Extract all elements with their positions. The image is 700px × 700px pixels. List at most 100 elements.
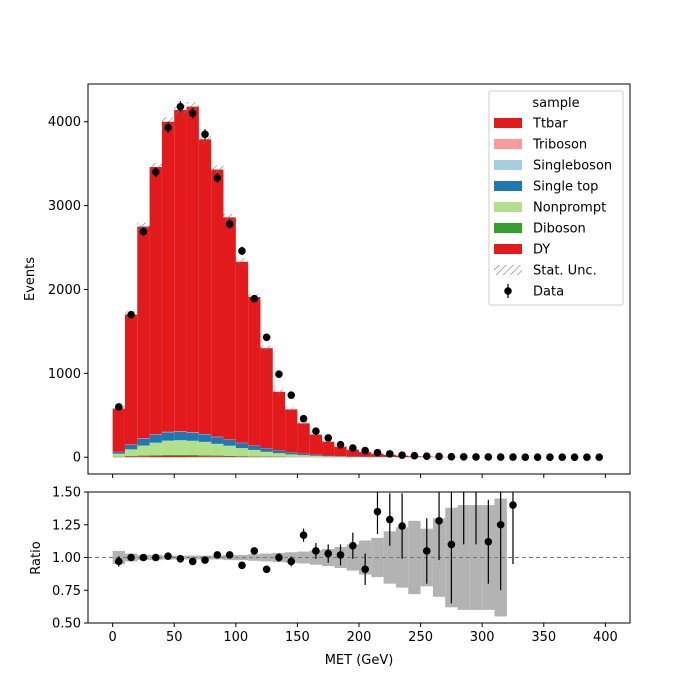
data-point — [312, 427, 320, 436]
bar-single-top — [223, 439, 236, 446]
legend-data-marker — [504, 287, 512, 295]
bar-dy — [198, 456, 212, 458]
data-point — [496, 453, 505, 461]
data-point — [139, 227, 148, 236]
bar-ttbar — [334, 446, 347, 457]
ratio-point — [287, 557, 296, 566]
data-point — [521, 453, 530, 461]
ratio-y-axis-label: Ratio — [29, 541, 44, 574]
bar-single-top — [297, 453, 310, 456]
ratio-y-tick-label: 1.50 — [52, 486, 81, 501]
x-tick-label: 200 — [347, 630, 372, 645]
ratio-point — [385, 515, 394, 524]
data-point — [299, 414, 308, 423]
bar-nonprompt — [260, 451, 273, 457]
bar-ttbar — [235, 261, 249, 443]
main-x-axis-ticks — [112, 474, 606, 478]
legend: sample Ttbar Triboson Singleboson Single to… — [488, 90, 624, 306]
data-point — [472, 453, 480, 461]
data-point — [361, 446, 369, 455]
bar-dy — [161, 455, 175, 458]
ratio-point — [509, 501, 517, 509]
ratio-point — [225, 551, 234, 559]
stat-unc-bin — [260, 345, 273, 351]
data-point — [484, 453, 493, 461]
bar-ttbar — [285, 409, 298, 453]
data-point — [336, 440, 345, 449]
bar-single-top — [149, 434, 162, 443]
bar-single-top — [248, 445, 261, 450]
bar-ttbar — [359, 452, 372, 457]
legend-swatch-nonprompt — [494, 202, 522, 212]
bar-single-top — [112, 452, 125, 454]
bar-diboson — [248, 456, 261, 457]
legend-label-dy: DY — [533, 243, 550, 258]
ratio-point — [139, 553, 148, 562]
bar-diboson — [149, 455, 162, 457]
data-point — [546, 453, 554, 461]
bar-single-top — [161, 432, 175, 441]
ratio-band-bin — [297, 551, 310, 564]
ratio-point — [114, 557, 123, 566]
bar-single-top — [174, 431, 187, 441]
ratio-point — [373, 507, 382, 516]
ratio-point — [484, 537, 493, 546]
ratio-point — [349, 541, 357, 550]
legend-label-single-top: Single top — [533, 180, 598, 195]
stat-unc-bin — [223, 213, 236, 222]
ratio-point — [336, 551, 345, 559]
ratio-x-axis-ticks: 0 50 100 150 200 250 300 350 400 — [108, 623, 618, 645]
data-point — [151, 168, 160, 176]
data-point — [435, 452, 443, 461]
bar-ttbar — [137, 226, 150, 439]
ratio-point — [164, 552, 172, 560]
legend-entries: Ttbar Triboson Singleboson Single top Nonpro… — [494, 117, 612, 300]
bar-ttbar — [272, 391, 286, 451]
bar-nonprompt — [137, 445, 150, 456]
legend-title: sample — [532, 96, 579, 111]
data-point — [583, 453, 591, 462]
bar-nonprompt — [174, 440, 187, 455]
stat-unc-bin — [137, 222, 150, 231]
stacked-bars — [112, 106, 507, 458]
ratio-points — [114, 475, 517, 604]
legend-frame — [488, 90, 624, 306]
ratio-y-tick-label: 1.00 — [52, 551, 81, 566]
data-point — [533, 453, 542, 461]
data-point — [509, 453, 517, 461]
data-point — [385, 450, 394, 458]
main-panel: 0 1000 2000 3000 4000 Events sample Ttbar Tri… — [23, 83, 631, 478]
data-point — [188, 109, 197, 118]
data-point — [595, 453, 604, 462]
ratio-point — [213, 551, 222, 559]
bar-nonprompt — [248, 449, 261, 457]
data-point — [201, 130, 209, 139]
data-point — [459, 453, 468, 461]
bar-single-top — [334, 456, 347, 457]
legend-swatch-ttbar — [494, 118, 522, 128]
data-point — [114, 403, 123, 411]
y-tick-label: 2000 — [48, 283, 81, 298]
ratio-point — [262, 565, 271, 574]
ratio-point — [299, 531, 308, 540]
ratio-point — [460, 475, 468, 483]
ratio-point — [151, 553, 160, 562]
data-point — [570, 453, 579, 461]
bar-dy — [174, 455, 187, 458]
bar-single-top — [285, 452, 298, 455]
bar-diboson — [124, 456, 138, 457]
bar-nonprompt — [149, 442, 162, 456]
data-point — [398, 451, 406, 459]
stat-unc-bin — [235, 258, 249, 266]
main-y-axis-ticks: 0 1000 2000 3000 4000 — [48, 115, 88, 466]
bar-diboson — [223, 455, 236, 457]
data-points — [114, 101, 604, 462]
ratio-point — [201, 556, 209, 564]
ratio-band-bin — [235, 554, 249, 561]
ratio-band-bin — [457, 505, 470, 610]
bar-ttbar — [161, 121, 175, 432]
ratio-point — [472, 475, 480, 483]
bar-ttbar — [297, 423, 310, 454]
bar-diboson — [235, 456, 249, 457]
data-point — [176, 102, 185, 111]
